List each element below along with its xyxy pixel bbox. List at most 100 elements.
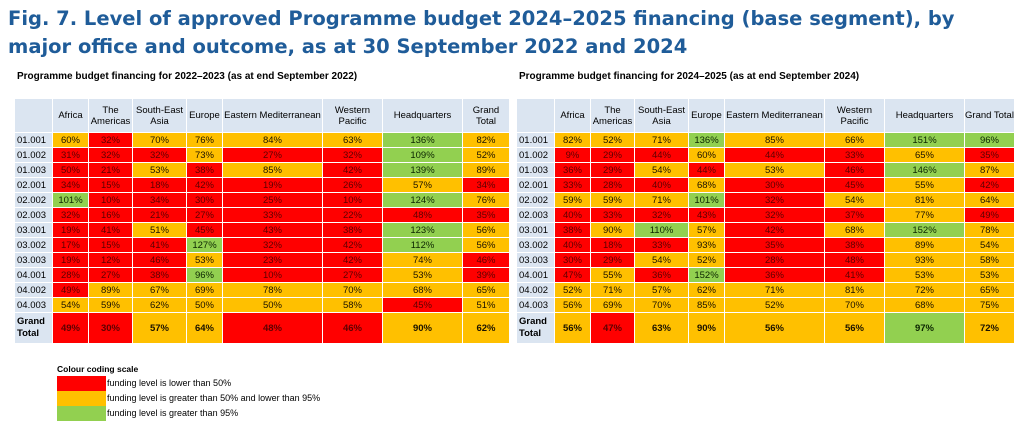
- table-row: 01.001 60% 32% 70% 76% 84% 63% 136% 82%: [14, 132, 510, 148]
- panel-title: Programme budget financing for 2024–2025…: [519, 71, 860, 82]
- heat-cell: 70%: [824, 297, 885, 313]
- legend-label: funding level is greater than 95%: [107, 408, 239, 418]
- heat-cell: 41%: [132, 237, 187, 253]
- heat-cell: 62%: [688, 282, 725, 298]
- heat-cell: 46%: [322, 312, 383, 344]
- heat-cell: 45%: [382, 297, 463, 313]
- heat-cell: 85%: [222, 162, 323, 178]
- heat-cell: 85%: [724, 132, 825, 148]
- row-label: 02.001: [14, 177, 53, 193]
- row-label: 04.001: [516, 267, 555, 283]
- heat-cell: 27%: [322, 267, 383, 283]
- heat-cell: 69%: [590, 297, 635, 313]
- table-row: 04.003 54% 59% 62% 50% 50% 58% 45% 51%: [14, 297, 510, 313]
- heat-cell: 50%: [186, 297, 223, 313]
- table-row: 01.003 36% 29% 54% 44% 53% 46% 146% 87%: [516, 162, 1015, 178]
- row-label: 03.002: [14, 237, 53, 253]
- heat-cell: 53%: [964, 267, 1015, 283]
- heat-cell: 58%: [322, 297, 383, 313]
- row-label: 03.001: [516, 222, 555, 238]
- heat-cell: 109%: [382, 147, 463, 163]
- heat-cell: 45%: [824, 177, 885, 193]
- row-label: 03.003: [14, 252, 53, 268]
- heat-cell: 70%: [322, 282, 383, 298]
- heat-cell: 35%: [964, 147, 1015, 163]
- heat-cell: 75%: [964, 297, 1015, 313]
- heat-cell: 42%: [964, 177, 1015, 193]
- heat-cell: 33%: [824, 147, 885, 163]
- legend-swatch-red: [57, 376, 106, 391]
- heat-cell: 40%: [554, 207, 591, 223]
- column-header: Grand Total: [964, 98, 1015, 133]
- row-label: 04.003: [516, 297, 555, 313]
- heat-cell: 21%: [88, 162, 133, 178]
- heat-cell: 60%: [52, 132, 89, 148]
- legend-swatch-orange: [57, 391, 106, 406]
- table-row: 03.002 40% 18% 33% 93% 35% 38% 89% 54%: [516, 237, 1015, 253]
- heat-cell: 29%: [590, 162, 635, 178]
- heat-cell: 10%: [88, 192, 133, 208]
- heat-cell: 68%: [824, 222, 885, 238]
- column-header: South-East Asia: [132, 98, 187, 133]
- heat-cell: 49%: [52, 282, 89, 298]
- heat-cell: 90%: [382, 312, 463, 344]
- column-header: The Americas: [88, 98, 133, 133]
- row-label: 01.003: [516, 162, 555, 178]
- heat-cell: 15%: [88, 237, 133, 253]
- heat-cell: 33%: [634, 237, 689, 253]
- heat-cell: 101%: [52, 192, 89, 208]
- heat-cell: 19%: [222, 177, 323, 193]
- heat-cell: 48%: [824, 252, 885, 268]
- heat-cell: 59%: [554, 192, 591, 208]
- heat-cell: 68%: [382, 282, 463, 298]
- heat-cell: 52%: [724, 297, 825, 313]
- heat-cell: 66%: [824, 132, 885, 148]
- heat-cell: 54%: [634, 162, 689, 178]
- heat-cell: 15%: [88, 177, 133, 193]
- heat-cell: 78%: [222, 282, 323, 298]
- heat-cell: 42%: [724, 222, 825, 238]
- heat-cell: 35%: [462, 207, 510, 223]
- heat-cell: 30%: [724, 177, 825, 193]
- heat-cell: 35%: [724, 237, 825, 253]
- heat-cell: 136%: [688, 132, 725, 148]
- heat-cell: 54%: [964, 237, 1015, 253]
- heat-cell: 40%: [554, 237, 591, 253]
- row-label: 02.001: [516, 177, 555, 193]
- heat-cell: 33%: [554, 177, 591, 193]
- heatmap-table: Africa The Americas South-East Asia Europe E…: [14, 98, 510, 344]
- table-row: 03.001 38% 90% 110% 57% 42% 68% 152% 78%: [516, 222, 1015, 238]
- column-header: Eastern Mediterranean: [222, 98, 323, 133]
- legend-swatch-green: [57, 406, 106, 421]
- heat-cell: 32%: [88, 147, 133, 163]
- heat-cell: 33%: [222, 207, 323, 223]
- heat-cell: 146%: [884, 162, 965, 178]
- table-row: 02.003 40% 33% 32% 43% 32% 37% 77% 49%: [516, 207, 1015, 223]
- table-row: 03.002 17% 15% 41% 127% 32% 42% 112% 56%: [14, 237, 510, 253]
- heat-cell: 51%: [132, 222, 187, 238]
- heatmap-table: Africa The Americas South-East Asia Europe E…: [516, 98, 1015, 344]
- heat-cell: 30%: [186, 192, 223, 208]
- header-row: Africa The Americas South-East Asia Europe E…: [516, 98, 1015, 133]
- table-panel-2024: Programme budget financing for 2024–2025…: [516, 70, 1015, 344]
- colour-legend: Colour coding scale funding level is low…: [57, 363, 387, 421]
- row-label: 01.001: [14, 132, 53, 148]
- legend-item-high: funding level is greater than 95%: [57, 406, 387, 421]
- heat-cell: 70%: [634, 297, 689, 313]
- heat-cell: 46%: [462, 252, 510, 268]
- row-label: 01.001: [516, 132, 555, 148]
- heat-cell: 52%: [554, 282, 591, 298]
- table-row: 04.001 28% 27% 38% 96% 10% 27% 53% 39%: [14, 267, 510, 283]
- table-row: 03.003 30% 29% 54% 52% 28% 48% 93% 58%: [516, 252, 1015, 268]
- legend-title: Colour coding scale: [57, 364, 139, 374]
- heat-cell: 32%: [132, 147, 187, 163]
- column-header: Grand Total: [462, 98, 510, 133]
- column-header: Africa: [554, 98, 591, 133]
- heat-cell: 30%: [554, 252, 591, 268]
- heat-cell: 49%: [52, 312, 89, 344]
- heat-cell: 90%: [590, 222, 635, 238]
- row-label: 03.003: [516, 252, 555, 268]
- heat-cell: 50%: [52, 162, 89, 178]
- heat-cell: 101%: [688, 192, 725, 208]
- heat-cell: 151%: [884, 132, 965, 148]
